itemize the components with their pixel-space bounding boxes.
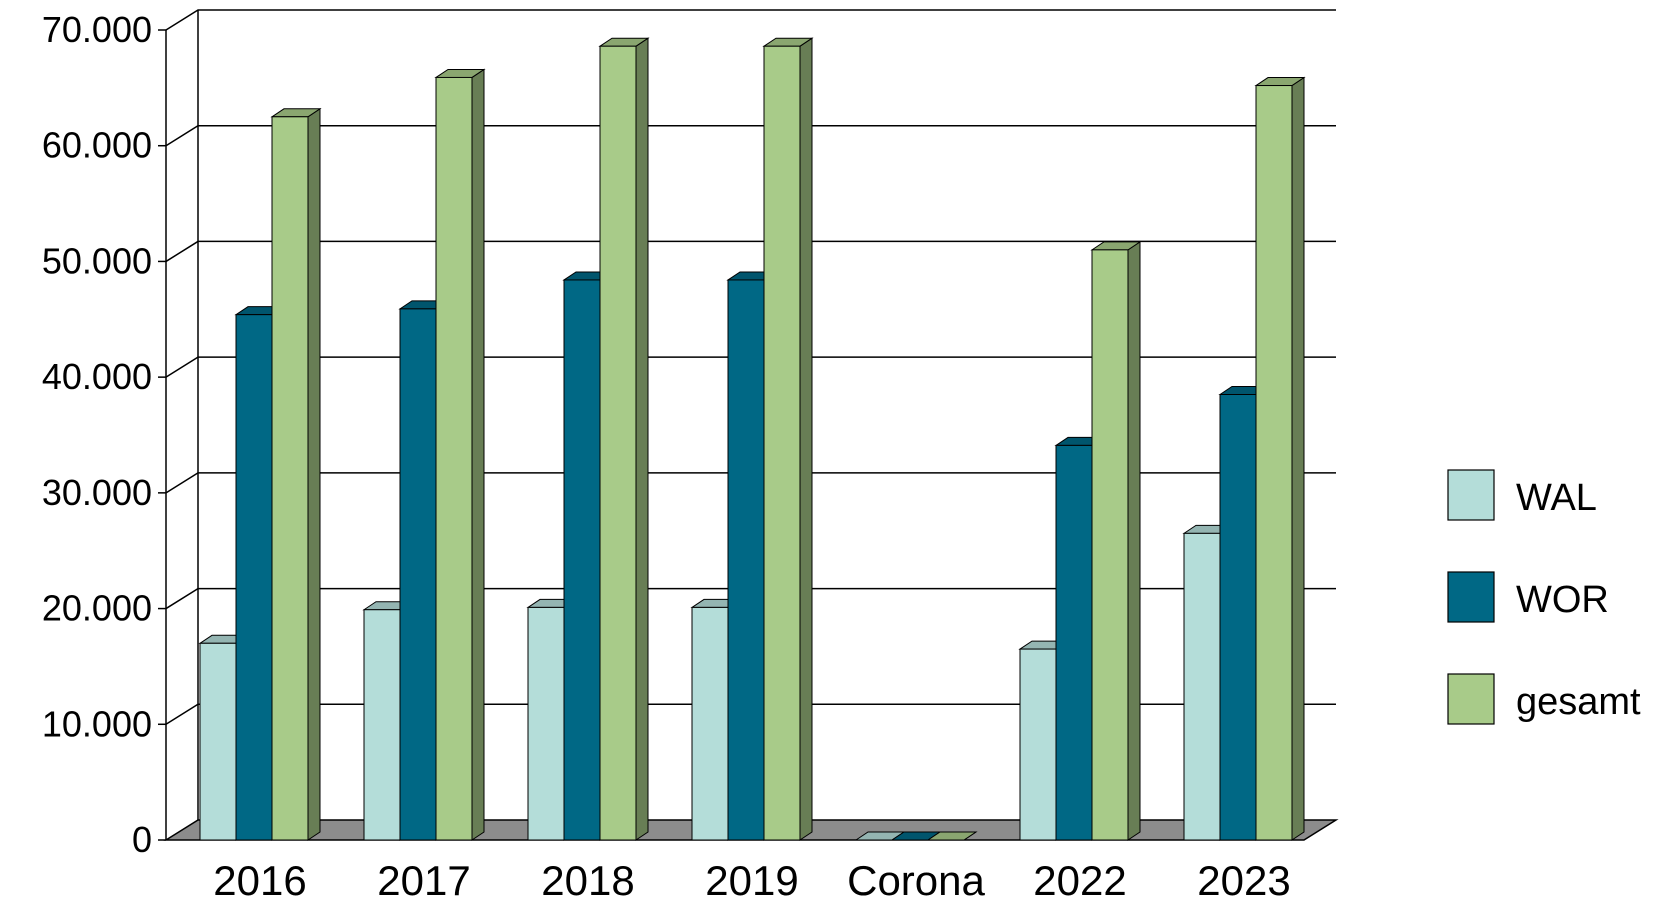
x-axis-labels: 2016 2017 2018 2019 Corona 2022 2023 bbox=[213, 857, 1290, 904]
bar-side-face bbox=[1127, 240, 1141, 841]
gridlines bbox=[165, 9, 1336, 820]
bar-front-face bbox=[363, 609, 401, 841]
bar bbox=[926, 831, 978, 841]
bar-side-face bbox=[799, 37, 813, 841]
bar-front-face bbox=[763, 45, 801, 841]
y-tick-label: 70.000 bbox=[42, 9, 152, 50]
bar-side-face bbox=[635, 37, 649, 841]
bar bbox=[1090, 240, 1142, 841]
bar-front-face bbox=[271, 116, 309, 841]
legend-swatch bbox=[1447, 673, 1495, 725]
x-tick-label: 2018 bbox=[541, 857, 634, 904]
x-tick-label: 2016 bbox=[213, 857, 306, 904]
legend-item: WOR bbox=[1447, 571, 1609, 623]
gridline bbox=[165, 240, 1336, 263]
gridline bbox=[165, 124, 1336, 147]
bar-front-face bbox=[599, 45, 637, 841]
x-tick-label: Corona bbox=[847, 857, 985, 904]
bar bbox=[434, 68, 486, 841]
bar-top-face bbox=[926, 831, 978, 841]
y-tick-label: 30.000 bbox=[42, 472, 152, 513]
legend-item: gesamt bbox=[1447, 673, 1641, 725]
bar bbox=[270, 107, 322, 841]
bar-front-face bbox=[1055, 444, 1093, 841]
legend-label: gesamt bbox=[1516, 681, 1641, 723]
gridline bbox=[165, 9, 1336, 31]
y-tick-label: 50.000 bbox=[42, 240, 152, 281]
bar-side-face bbox=[471, 68, 485, 841]
legend-swatch bbox=[1447, 469, 1495, 521]
x-tick-label: 2023 bbox=[1197, 857, 1290, 904]
bar-front-face bbox=[1091, 249, 1129, 841]
bar-front-face bbox=[199, 642, 237, 841]
bar-front-face bbox=[435, 76, 473, 841]
y-tick-label: 0 bbox=[132, 819, 152, 860]
bar-front-face bbox=[399, 308, 437, 841]
bar-front-face bbox=[1255, 85, 1293, 841]
y-tick-label: 10.000 bbox=[42, 703, 152, 744]
bar-front-face bbox=[1219, 394, 1257, 841]
legend-label: WAL bbox=[1516, 477, 1597, 519]
legend-item: WAL bbox=[1447, 469, 1597, 521]
bars bbox=[198, 37, 1306, 841]
bar-front-face bbox=[1019, 648, 1057, 841]
bar bbox=[1254, 76, 1306, 841]
legend: WAL WOR gesamt bbox=[1447, 469, 1641, 725]
y-tick-label: 20.000 bbox=[42, 588, 152, 629]
bar-front-face bbox=[1183, 532, 1221, 841]
y-tick-label: 60.000 bbox=[42, 125, 152, 166]
bar-front-face bbox=[563, 279, 601, 841]
legend-label: WOR bbox=[1516, 579, 1609, 621]
bar-front-face bbox=[527, 606, 565, 841]
bar-front-face bbox=[727, 279, 765, 841]
y-axis-ticks: 0 10.000 20.000 30.000 40.000 50.000 60.000 70.… bbox=[42, 9, 166, 860]
bar-front-face bbox=[235, 314, 273, 841]
legend-swatch bbox=[1447, 571, 1495, 623]
y-tick-label: 40.000 bbox=[42, 356, 152, 397]
bar bbox=[762, 37, 814, 841]
x-tick-label: 2019 bbox=[705, 857, 798, 904]
x-tick-label: 2017 bbox=[377, 857, 470, 904]
bar-side-face bbox=[1291, 76, 1305, 841]
bar bbox=[598, 37, 650, 841]
bar-side-face bbox=[307, 107, 321, 841]
x-tick-label: 2022 bbox=[1033, 857, 1126, 904]
bar-front-face bbox=[691, 606, 729, 841]
